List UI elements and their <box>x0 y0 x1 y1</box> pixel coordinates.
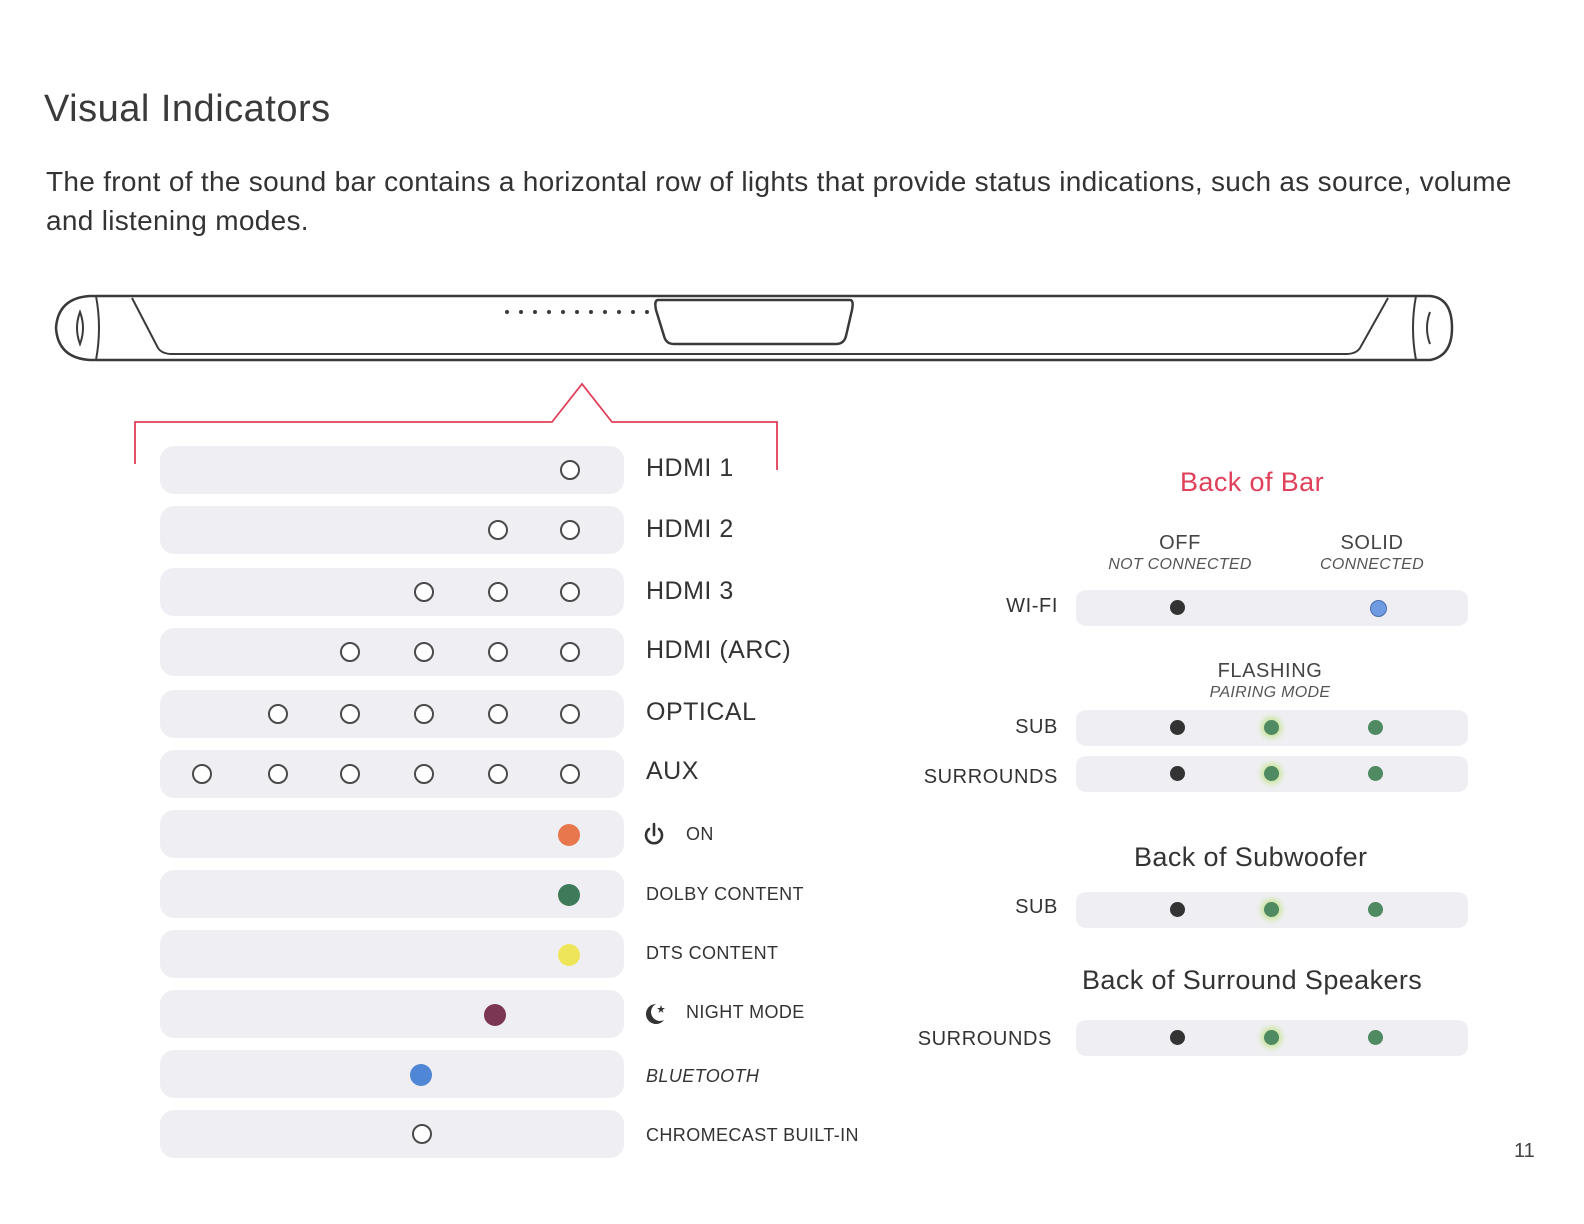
led-open <box>412 1124 432 1144</box>
led-open <box>488 582 508 602</box>
led-open <box>268 764 288 784</box>
led-open <box>414 642 434 662</box>
indicator-row-dts <box>160 930 624 978</box>
label-hdmi-arc: HDMI (ARC) <box>646 636 792 664</box>
led-open <box>560 460 580 480</box>
led-open <box>488 520 508 540</box>
status-label-surrounds: SURROUNDS <box>923 766 1058 788</box>
led-bluetooth-blue <box>410 1064 432 1086</box>
status-dot-solid-blue <box>1370 600 1387 617</box>
label-chromecast: CHROMECAST BUILT-IN <box>646 1125 859 1145</box>
led-open <box>488 704 508 724</box>
label-hdmi2: HDMI 2 <box>646 515 734 543</box>
led-dolby-green <box>558 884 580 906</box>
indicator-row-hdmi-arc <box>160 628 624 676</box>
status-row-sub <box>1076 710 1468 746</box>
status-dot-off <box>1170 902 1185 917</box>
led-night-purple <box>484 1004 506 1026</box>
status-dot-off <box>1170 600 1185 615</box>
status-dot-off <box>1170 1030 1185 1045</box>
indicator-row-aux <box>160 750 624 798</box>
led-open <box>340 764 360 784</box>
status-dot-solid <box>1368 1030 1383 1045</box>
solid-heading: SOLID <box>1340 532 1404 554</box>
indicator-row-dolby <box>160 870 624 918</box>
callout-bracket <box>134 382 778 470</box>
indicator-row-optical <box>160 690 624 738</box>
indicator-row-hdmi2 <box>160 506 624 554</box>
label-bluetooth: BLUETOOTH <box>646 1066 760 1086</box>
indicator-row-hdmi3 <box>160 568 624 616</box>
label-night-mode: NIGHT MODE <box>686 1002 805 1022</box>
status-label-surrounds-speakers: SURROUNDS <box>917 1028 1052 1050</box>
led-open <box>488 764 508 784</box>
led-dts-yellow <box>558 944 580 966</box>
front-led-dots <box>505 310 649 314</box>
status-dot-flashing <box>1264 1030 1279 1045</box>
page-number: 11 <box>1514 1140 1535 1162</box>
off-sub: NOT CONNECTED <box>1108 556 1252 573</box>
indicator-row-chromecast <box>160 1110 624 1158</box>
status-dot-solid <box>1368 902 1383 917</box>
status-dot-flashing <box>1264 766 1279 781</box>
solid-sub: CONNECTED <box>1319 556 1425 573</box>
led-open <box>414 704 434 724</box>
flashing-heading: FLASHING <box>1217 660 1323 682</box>
led-open <box>560 520 580 540</box>
indicator-row-on <box>160 810 624 858</box>
moon-star-icon <box>646 1004 665 1024</box>
label-aux: AUX <box>646 757 699 785</box>
indicator-row-hdmi1 <box>160 446 624 494</box>
status-dot-off <box>1170 766 1185 781</box>
off-heading: OFF <box>1159 532 1201 554</box>
status-label-wifi: WI-FI <box>1006 595 1058 617</box>
status-dot-flashing <box>1264 902 1279 917</box>
led-open <box>268 704 288 724</box>
led-open <box>340 642 360 662</box>
page-title: Visual Indicators <box>44 88 331 130</box>
label-on: ON <box>686 824 714 844</box>
led-open <box>414 582 434 602</box>
back-of-surround-title: Back of Surround Speakers <box>1082 965 1423 995</box>
status-row-wifi <box>1076 590 1468 626</box>
led-open <box>192 764 212 784</box>
status-dot-off <box>1170 720 1185 735</box>
label-dolby: DOLBY CONTENT <box>646 884 804 904</box>
intro-text: The front of the sound bar contains a ho… <box>46 166 1512 236</box>
back-of-bar-title: Back of Bar <box>1180 467 1324 497</box>
status-dot-solid <box>1368 766 1383 781</box>
led-open <box>488 642 508 662</box>
indicator-row-night <box>160 990 624 1038</box>
back-of-subwoofer-title: Back of Subwoofer <box>1134 842 1368 872</box>
status-dot-flashing <box>1264 720 1279 735</box>
led-open <box>414 764 434 784</box>
indicator-row-bluetooth <box>160 1050 624 1098</box>
status-row-surrounds <box>1076 756 1468 792</box>
led-open <box>560 704 580 724</box>
soundbar-illustration <box>54 294 1454 362</box>
label-hdmi1: HDMI 1 <box>646 454 734 482</box>
status-row-subwoofer <box>1076 892 1468 928</box>
flashing-sub: PAIRING MODE <box>1209 684 1331 701</box>
label-hdmi3: HDMI 3 <box>646 577 734 605</box>
led-open <box>560 582 580 602</box>
led-on-orange <box>558 824 580 846</box>
led-open <box>340 704 360 724</box>
status-label-sub-subwoofer: SUB <box>1015 896 1058 918</box>
led-open <box>560 642 580 662</box>
power-icon <box>644 822 664 845</box>
label-dts: DTS CONTENT <box>646 943 779 963</box>
led-open <box>560 764 580 784</box>
label-optical: OPTICAL <box>646 698 757 726</box>
status-dot-solid <box>1368 720 1383 735</box>
status-label-sub: SUB <box>1015 716 1058 738</box>
status-row-surround-speakers <box>1076 1020 1468 1056</box>
